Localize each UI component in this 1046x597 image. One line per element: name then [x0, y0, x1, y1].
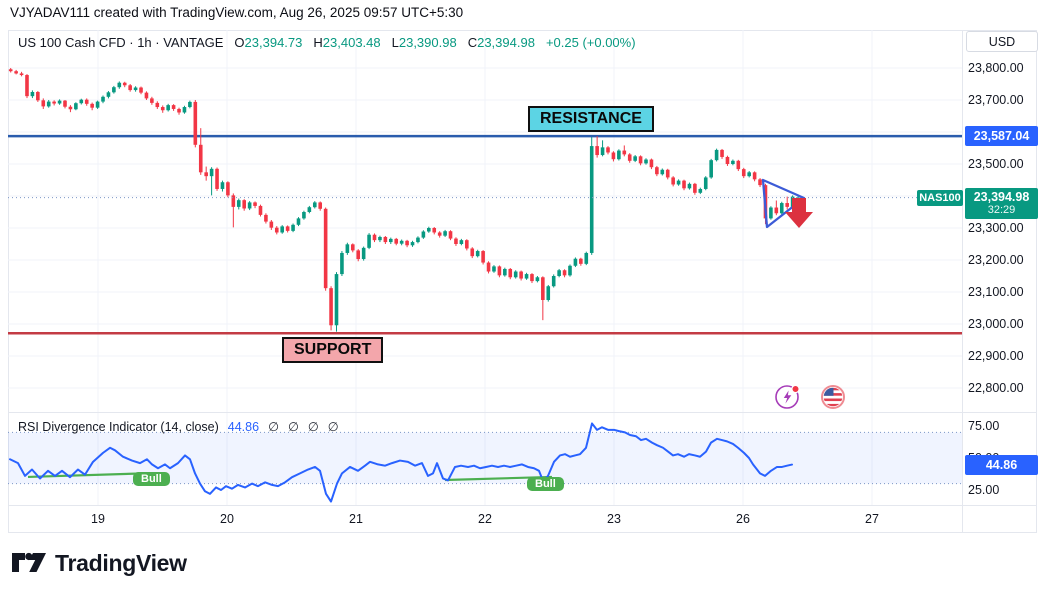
time-axis-label: 27 [865, 512, 879, 526]
chart-frame [8, 30, 1037, 533]
price-axis-label: 23,000.00 [968, 317, 1024, 331]
rsi-pane-separator[interactable] [8, 412, 1037, 413]
price-axis-label: 23,800.00 [968, 61, 1024, 75]
rsi-null-value: ∅ [287, 420, 299, 434]
bull-divergence-label: Bull [133, 472, 170, 486]
price-axis-label: 22,900.00 [968, 349, 1024, 363]
symbol-legend: US 100 Cash CFD · 1h · VANTAGE O23,394.7… [18, 35, 636, 50]
bull-divergence-label: Bull [527, 477, 564, 491]
down-arrow-drawing[interactable] [785, 198, 813, 228]
price-axis-label: 23,700.00 [968, 93, 1024, 107]
change-value: +0.25 (+0.00%) [545, 35, 636, 50]
symbol-title[interactable]: US 100 Cash CFD · 1h · VANTAGE [18, 35, 224, 50]
time-axis-label: 20 [220, 512, 234, 526]
time-axis-label: 22 [478, 512, 492, 526]
ohlc-close: C23,394.98 [467, 35, 535, 50]
time-axis-separator [8, 505, 1037, 506]
time-axis-label: 19 [91, 512, 105, 526]
rsi-null-value: ∅ [268, 420, 279, 434]
rsi-axis-label: 25.00 [968, 483, 1000, 497]
price-axis-label: 23,200.00 [968, 253, 1024, 267]
time-axis-label: 23 [607, 512, 621, 526]
resistance-annotation-label[interactable]: RESISTANCE [528, 106, 654, 132]
time-axis-label: 26 [736, 512, 750, 526]
rsi-null-value: ∅ [307, 420, 319, 434]
last-price-tag: 23,394.98 32:29 [965, 187, 1038, 219]
price-axis-label: 23,500.00 [968, 157, 1024, 171]
tradingview-logo-mark [12, 552, 46, 572]
rsi-null-value: ∅ [327, 420, 339, 434]
rsi-axis-label: 75.00 [968, 419, 1000, 433]
attribution-text: VJYADAV111 created with TradingView.com,… [10, 5, 464, 20]
rsi-line [9, 422, 793, 503]
tradingview-logo-text: TradingView [55, 550, 187, 576]
price-axis-separator [962, 30, 963, 533]
currency-button[interactable]: USD [966, 31, 1038, 52]
tradingview-logo[interactable]: TradingView [12, 550, 187, 577]
resistance-price-tag: 23,587.04 [965, 126, 1038, 147]
economic-events-icon[interactable] [774, 383, 802, 411]
rsi-indicator-title[interactable]: RSI Divergence Indicator (14, close) [18, 419, 219, 434]
time-axis-label: 21 [349, 512, 363, 526]
bar-countdown: 32:29 [987, 203, 1016, 216]
rsi-current-value: 44.86 [227, 419, 260, 434]
us-flag-icon[interactable] [819, 383, 847, 411]
rsi-value-tag: 44.86 [965, 454, 1038, 475]
rsi-indicator-legend: RSI Divergence Indicator (14, close) 44.… [18, 419, 339, 435]
ohlc-open: O23,394.73 [234, 35, 303, 50]
price-axis-label: 22,800.00 [968, 381, 1024, 395]
symbol-name-tag: NAS100 [917, 189, 963, 206]
price-axis-label: 23,300.00 [968, 221, 1024, 235]
bull-divergence-line [27, 472, 141, 479]
ohlc-high: H23,403.48 [313, 35, 381, 50]
price-axis-label: 23,100.00 [968, 285, 1024, 299]
support-annotation-label[interactable]: SUPPORT [282, 337, 384, 363]
ohlc-low: L23,390.98 [391, 35, 457, 50]
last-price-value: 23,394.98 [973, 189, 1030, 204]
